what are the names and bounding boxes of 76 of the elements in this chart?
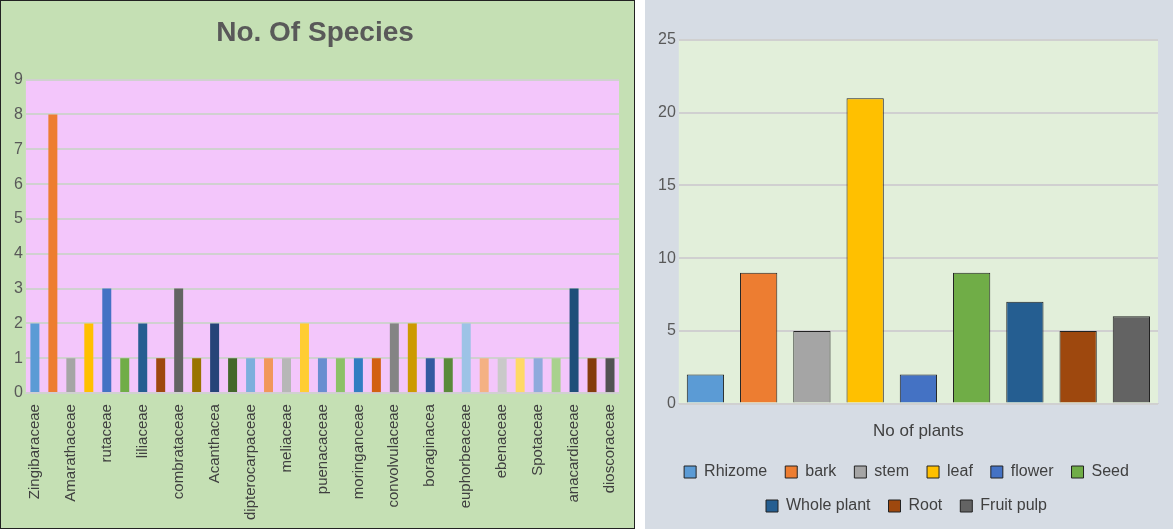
y-tick-label: 25	[658, 30, 676, 48]
x-tick-label: meliaceae	[276, 404, 294, 473]
x-tick-label: dipterocarpaceae	[240, 404, 258, 521]
x-tick-label: Amarathaceae	[60, 404, 78, 502]
bar	[228, 358, 238, 393]
bar	[425, 358, 435, 393]
y-tick-label: 5	[666, 321, 676, 339]
bar	[102, 288, 112, 393]
bar	[174, 288, 184, 393]
legend-label: Root	[908, 496, 943, 514]
x-tick-label: boraginacea	[420, 403, 438, 487]
x-tick-label: euphorbeaceae	[456, 404, 474, 509]
bar	[48, 114, 58, 393]
bar	[605, 358, 615, 393]
bar	[335, 358, 345, 393]
x-tick-label: combrataceae	[168, 404, 186, 500]
x-tick-label: moringanceae	[348, 404, 366, 500]
bar	[156, 358, 166, 393]
y-tick-label: 4	[13, 244, 23, 262]
bar	[353, 358, 363, 393]
legend-label: flower	[1010, 462, 1055, 480]
bar	[479, 358, 489, 393]
y-tick-label: 3	[13, 279, 23, 296]
y-tick-label: 2	[13, 313, 23, 331]
y-tick-label: 1	[13, 348, 23, 366]
bar	[282, 358, 291, 393]
bar	[533, 358, 543, 393]
y-tick-label: 6	[13, 174, 23, 192]
y-tick-label: 0	[13, 383, 23, 401]
bar	[515, 358, 525, 393]
legend-label: Rhizome	[704, 462, 768, 480]
bar	[30, 323, 40, 393]
bar	[264, 358, 274, 393]
bar	[246, 358, 256, 393]
bar	[317, 358, 327, 393]
bar	[461, 323, 471, 393]
x-tick-label: rutaceae	[96, 404, 114, 463]
chart-title: No. Of Species	[216, 15, 414, 47]
legend-label: Seed	[1091, 462, 1129, 480]
legend-label: Fruit pulp	[980, 496, 1048, 514]
x-tick-label: Acanthacea	[204, 403, 222, 484]
legend-label: Whole plant	[786, 496, 872, 514]
x-tick-label: puenacaceae	[312, 404, 330, 495]
bar	[551, 358, 561, 393]
x-tick-label: Zingibaraceae	[25, 404, 43, 500]
legend-label: stem	[874, 462, 910, 480]
y-tick-label: 7	[13, 139, 23, 157]
x-tick-label: liliaceae	[132, 404, 150, 459]
x-axis-title: No of plants	[873, 421, 964, 441]
bar	[371, 358, 381, 393]
bar	[138, 323, 148, 393]
legend-label: leaf	[947, 462, 974, 480]
legend-label: bark	[805, 462, 838, 480]
y-tick-label: 8	[13, 104, 23, 122]
x-tick-label: convolvulaceae	[384, 404, 402, 508]
x-tick-label: dioscoraceae	[600, 404, 618, 494]
bar	[192, 358, 202, 393]
x-tick-label: anacardiaceae	[564, 404, 582, 503]
x-tick-label: Spotaceae	[528, 404, 546, 476]
bar	[120, 358, 130, 393]
bar	[66, 358, 76, 393]
bar	[443, 358, 453, 393]
x-tick-label: ebenaceae	[492, 404, 510, 479]
y-tick-label: 0	[666, 394, 676, 412]
bar	[210, 323, 220, 393]
y-tick-label: 15	[658, 175, 676, 193]
bar	[389, 323, 399, 393]
bar	[84, 323, 94, 393]
y-tick-label: 10	[658, 248, 676, 266]
bar	[299, 323, 309, 393]
y-tick-label: 5	[13, 209, 23, 227]
bar	[407, 323, 417, 393]
y-tick-label: 9	[13, 70, 23, 88]
bar	[569, 288, 579, 393]
y-tick-label: 20	[658, 103, 676, 121]
bar	[587, 358, 597, 393]
